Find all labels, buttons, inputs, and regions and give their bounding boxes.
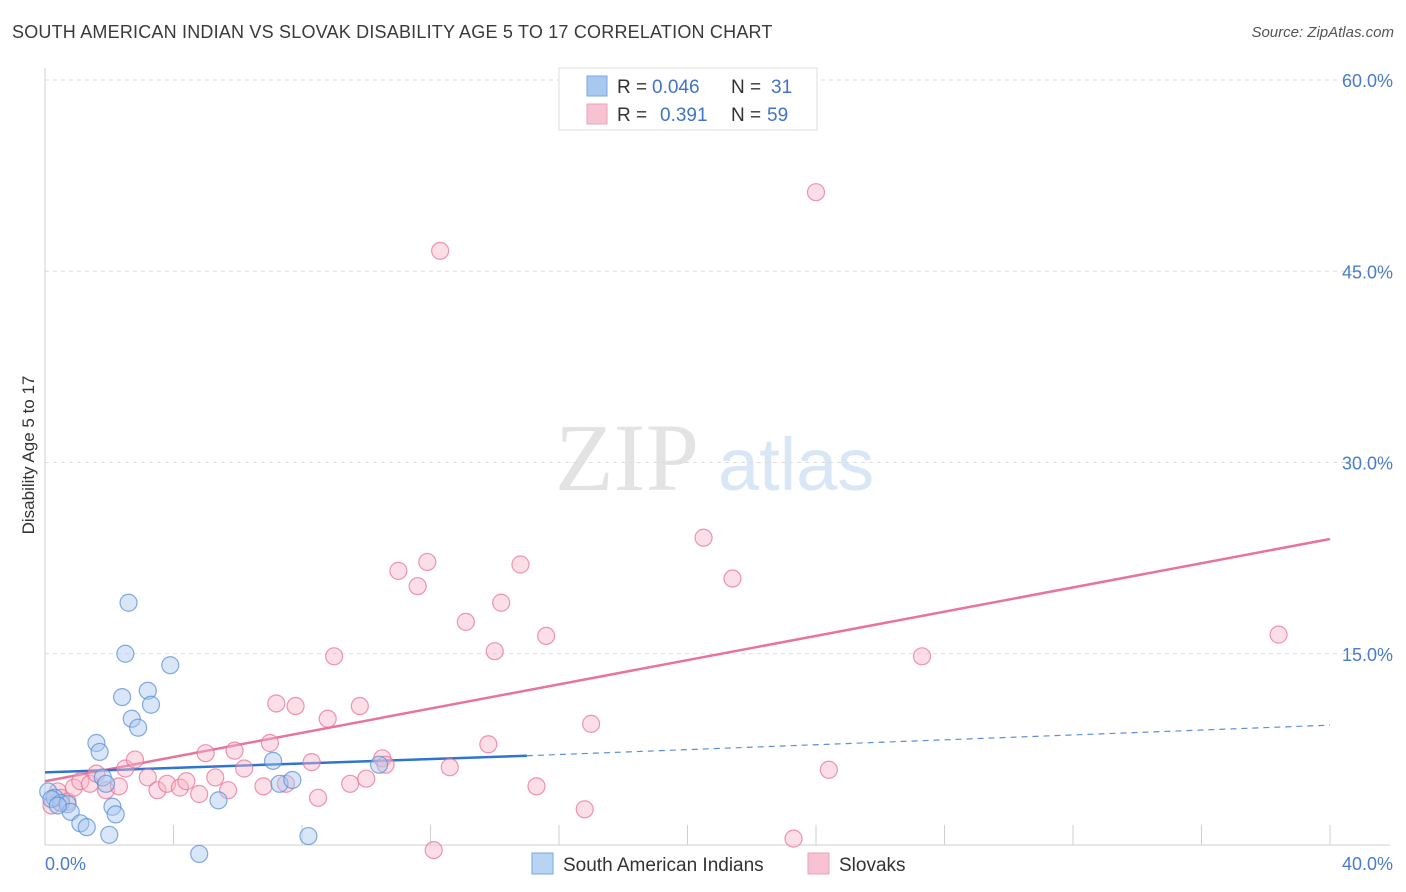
series-legend: South American Indians Slovaks xyxy=(531,852,906,876)
point-slovak xyxy=(389,561,408,580)
chart-title: SOUTH AMERICAN INDIAN VS SLOVAK DISABILI… xyxy=(12,22,773,42)
point-south-american xyxy=(161,656,180,675)
point-slovak xyxy=(302,753,321,772)
grid-lines xyxy=(45,79,1390,655)
point-south-american xyxy=(122,709,141,728)
point-slovak xyxy=(235,759,254,778)
point-slovak xyxy=(225,741,244,760)
chart-source: Source: ZipAtlas.com xyxy=(1251,24,1394,41)
point-slovak xyxy=(341,774,360,793)
y-tick-label: 45.0% xyxy=(1342,262,1393,282)
trend-line-slovaks xyxy=(44,537,1331,783)
series-legend-slovaks: Slovaks xyxy=(839,855,906,876)
point-slovak xyxy=(125,750,145,769)
legend-n-label-2: N = xyxy=(731,105,761,126)
point-slovak xyxy=(784,829,803,848)
x-tick-label: 40.0% xyxy=(1342,854,1393,874)
point-slovak xyxy=(912,647,932,666)
point-south-american xyxy=(370,755,389,774)
point-slovak xyxy=(190,784,209,804)
point-slovak xyxy=(357,769,376,788)
point-slovak xyxy=(196,744,215,763)
point-slovak xyxy=(376,755,395,774)
point-slovak xyxy=(723,569,742,588)
point-south-american xyxy=(209,791,228,810)
watermark-atlas: atlas xyxy=(718,423,874,506)
point-slovak xyxy=(408,577,427,596)
point-slovak xyxy=(1269,625,1288,644)
series-legend-south-american: South American Indians xyxy=(563,855,764,876)
correlation-legend: R = 0.046 N = 31 R = 0.391 N = 59 xyxy=(558,67,818,131)
legend-r-label-1: R = xyxy=(617,77,647,98)
point-slovak xyxy=(479,735,498,754)
point-south-american xyxy=(116,644,135,663)
series-legend-swatch-south-american xyxy=(531,852,554,875)
point-slovak xyxy=(177,772,196,791)
point-south-american xyxy=(138,681,157,700)
point-slovak xyxy=(206,768,225,787)
point-south-american xyxy=(190,844,209,864)
point-slovak xyxy=(260,733,279,753)
point-slovak xyxy=(694,528,713,547)
legend-r-value-2: 0.391 xyxy=(660,105,708,126)
y-axis-label: Disability Age 5 to 17 xyxy=(19,376,38,535)
point-south-american xyxy=(119,593,138,612)
point-slovak xyxy=(527,777,546,796)
legend-r-value-1: 0.046 xyxy=(652,77,700,98)
point-south-american xyxy=(96,774,116,793)
watermark-zip: ZIP xyxy=(555,404,699,511)
point-south-american xyxy=(129,718,148,737)
x-tick-label: 0.0% xyxy=(45,854,86,874)
point-slovak xyxy=(819,760,838,779)
legend-swatch-south-american xyxy=(586,75,608,97)
legend-n-value-1: 31 xyxy=(771,77,792,98)
point-slovak xyxy=(431,241,450,260)
point-slovak xyxy=(492,593,511,612)
point-south-american xyxy=(112,687,132,707)
point-slovak xyxy=(424,840,443,860)
legend-n-label-1: N = xyxy=(731,77,761,98)
legend-swatch-slovaks xyxy=(586,103,608,125)
point-slovak xyxy=(318,709,337,728)
point-south-american xyxy=(141,695,161,714)
point-slovak xyxy=(325,647,344,666)
legend-n-value-2: 59 xyxy=(767,105,788,126)
y-tick-label: 60.0% xyxy=(1342,71,1393,91)
point-slovak xyxy=(456,612,475,631)
point-slovak xyxy=(485,642,504,661)
point-slovak xyxy=(148,781,167,800)
point-south-american xyxy=(283,770,302,790)
point-south-american xyxy=(77,818,96,837)
point-slovak xyxy=(254,777,273,796)
point-slovak xyxy=(350,696,369,716)
y-tick-label: 15.0% xyxy=(1342,645,1393,665)
point-slovak xyxy=(575,800,594,819)
point-slovak xyxy=(511,555,530,574)
point-slovak xyxy=(440,758,459,777)
point-slovak xyxy=(138,768,157,787)
data-points xyxy=(39,183,1288,864)
point-slovak xyxy=(582,714,601,733)
legend-r-label-2: R = xyxy=(617,105,647,126)
point-slovak xyxy=(418,552,437,572)
trend-line-south-american xyxy=(44,754,527,774)
trend-line-south-american-extension xyxy=(526,724,1331,757)
point-slovak xyxy=(537,626,556,646)
point-south-american xyxy=(263,751,283,770)
point-south-american xyxy=(90,742,109,762)
point-south-american xyxy=(299,826,318,846)
point-south-american xyxy=(48,796,67,815)
trend-lines xyxy=(44,537,1331,783)
tick-labels: 15.0% 30.0% 45.0% 60.0% 0.0% 40.0% xyxy=(45,71,1393,874)
point-slovak xyxy=(267,694,286,713)
point-slovak xyxy=(806,183,826,202)
y-tick-label: 30.0% xyxy=(1342,454,1393,474)
point-south-american xyxy=(106,805,125,824)
point-slovak xyxy=(286,696,305,716)
point-slovak xyxy=(308,788,328,807)
series-legend-swatch-slovaks xyxy=(807,852,830,875)
point-south-american xyxy=(100,825,119,844)
